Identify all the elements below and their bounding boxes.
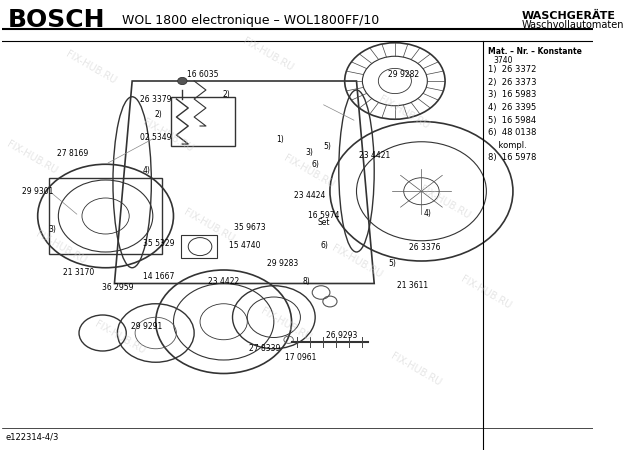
Text: FIX-HUB.RU: FIX-HUB.RU xyxy=(418,184,472,221)
Text: FIX-HUB.RU: FIX-HUB.RU xyxy=(5,139,59,176)
Text: 23 4421: 23 4421 xyxy=(359,151,390,160)
Text: 27 8169: 27 8169 xyxy=(57,148,89,157)
Text: 26 3379: 26 3379 xyxy=(140,94,172,104)
Text: Mat. – Nr. – Konstante: Mat. – Nr. – Konstante xyxy=(488,47,581,56)
Text: 35 9673: 35 9673 xyxy=(235,223,266,232)
Text: 4): 4) xyxy=(143,166,151,176)
Text: 16 6035: 16 6035 xyxy=(187,70,219,79)
Text: 5)  16 5984: 5) 16 5984 xyxy=(488,116,536,125)
Text: FIX-HUB.RU: FIX-HUB.RU xyxy=(93,319,148,356)
Text: kompl.: kompl. xyxy=(488,141,527,150)
Text: 29 9291: 29 9291 xyxy=(131,322,163,331)
Text: 17 0961: 17 0961 xyxy=(285,353,316,362)
Text: FIX-HUB.RU: FIX-HUB.RU xyxy=(241,36,295,72)
Text: 8): 8) xyxy=(303,277,310,286)
Text: 23 4424: 23 4424 xyxy=(294,191,325,200)
Text: 21 3170: 21 3170 xyxy=(64,268,95,277)
Text: 35 5329: 35 5329 xyxy=(143,238,174,248)
Text: 15 4740: 15 4740 xyxy=(228,241,260,250)
Text: FIX-HUB.RU: FIX-HUB.RU xyxy=(389,351,443,387)
Text: e122314-4/3: e122314-4/3 xyxy=(5,432,59,441)
Text: 3): 3) xyxy=(305,148,313,157)
Text: 6)  48 0138: 6) 48 0138 xyxy=(488,128,536,137)
Text: FIX-HUB.RU: FIX-HUB.RU xyxy=(259,306,312,342)
Text: FIX-HUB.RU: FIX-HUB.RU xyxy=(34,229,88,266)
Text: 29 9301: 29 9301 xyxy=(22,187,53,196)
Text: WOL 1800 electronique – WOL1800FF/10: WOL 1800 electronique – WOL1800FF/10 xyxy=(121,14,379,27)
Text: FIX-HUB.RU: FIX-HUB.RU xyxy=(64,49,118,86)
Text: 4): 4) xyxy=(424,209,431,218)
Text: 5): 5) xyxy=(323,142,331,151)
Text: 6): 6) xyxy=(320,241,328,250)
Circle shape xyxy=(177,77,187,85)
Text: 8)  16 5978: 8) 16 5978 xyxy=(488,153,536,162)
Text: 21 3611: 21 3611 xyxy=(397,281,428,290)
Text: 3)  16 5983: 3) 16 5983 xyxy=(488,90,536,99)
Text: FIX-HUB.RU: FIX-HUB.RU xyxy=(377,94,431,131)
Text: 02 5349: 02 5349 xyxy=(140,133,172,142)
Text: FIX-HUB.RU: FIX-HUB.RU xyxy=(141,117,195,153)
Text: FIX-HUB.RU: FIX-HUB.RU xyxy=(329,243,384,279)
Text: 4)  26 3395: 4) 26 3395 xyxy=(488,103,536,112)
Text: 29 9283: 29 9283 xyxy=(267,259,298,268)
Text: 16 5974: 16 5974 xyxy=(308,212,340,220)
Text: 27 8339: 27 8339 xyxy=(249,344,280,353)
Text: 29 9282: 29 9282 xyxy=(388,70,419,79)
Text: 3740: 3740 xyxy=(494,56,513,65)
Text: 2)  26 3373: 2) 26 3373 xyxy=(488,78,536,87)
Text: BOSCH: BOSCH xyxy=(8,8,106,32)
Text: 14 1667: 14 1667 xyxy=(143,272,174,281)
Text: WASCHGERÄTE: WASCHGERÄTE xyxy=(522,11,616,21)
Text: 1)  26 3372: 1) 26 3372 xyxy=(488,65,536,74)
Text: 26 3376: 26 3376 xyxy=(409,243,440,252)
Text: FIX-HUB.RU: FIX-HUB.RU xyxy=(182,207,236,243)
Text: 1): 1) xyxy=(276,135,284,144)
Text: FIX-HUB.RU: FIX-HUB.RU xyxy=(282,153,336,189)
Text: 26 9293: 26 9293 xyxy=(326,331,357,340)
Text: 3): 3) xyxy=(48,225,57,234)
Text: Set: Set xyxy=(318,218,330,227)
Text: 2): 2) xyxy=(223,90,230,99)
Text: Waschvollautomaten: Waschvollautomaten xyxy=(522,20,625,30)
Text: 36 2959: 36 2959 xyxy=(102,284,133,292)
Text: FIX-HUB.RU: FIX-HUB.RU xyxy=(459,274,513,311)
Text: 6): 6) xyxy=(311,160,319,169)
Text: 2): 2) xyxy=(155,110,163,119)
Text: 23 4422: 23 4422 xyxy=(208,277,239,286)
Text: 5): 5) xyxy=(388,259,396,268)
